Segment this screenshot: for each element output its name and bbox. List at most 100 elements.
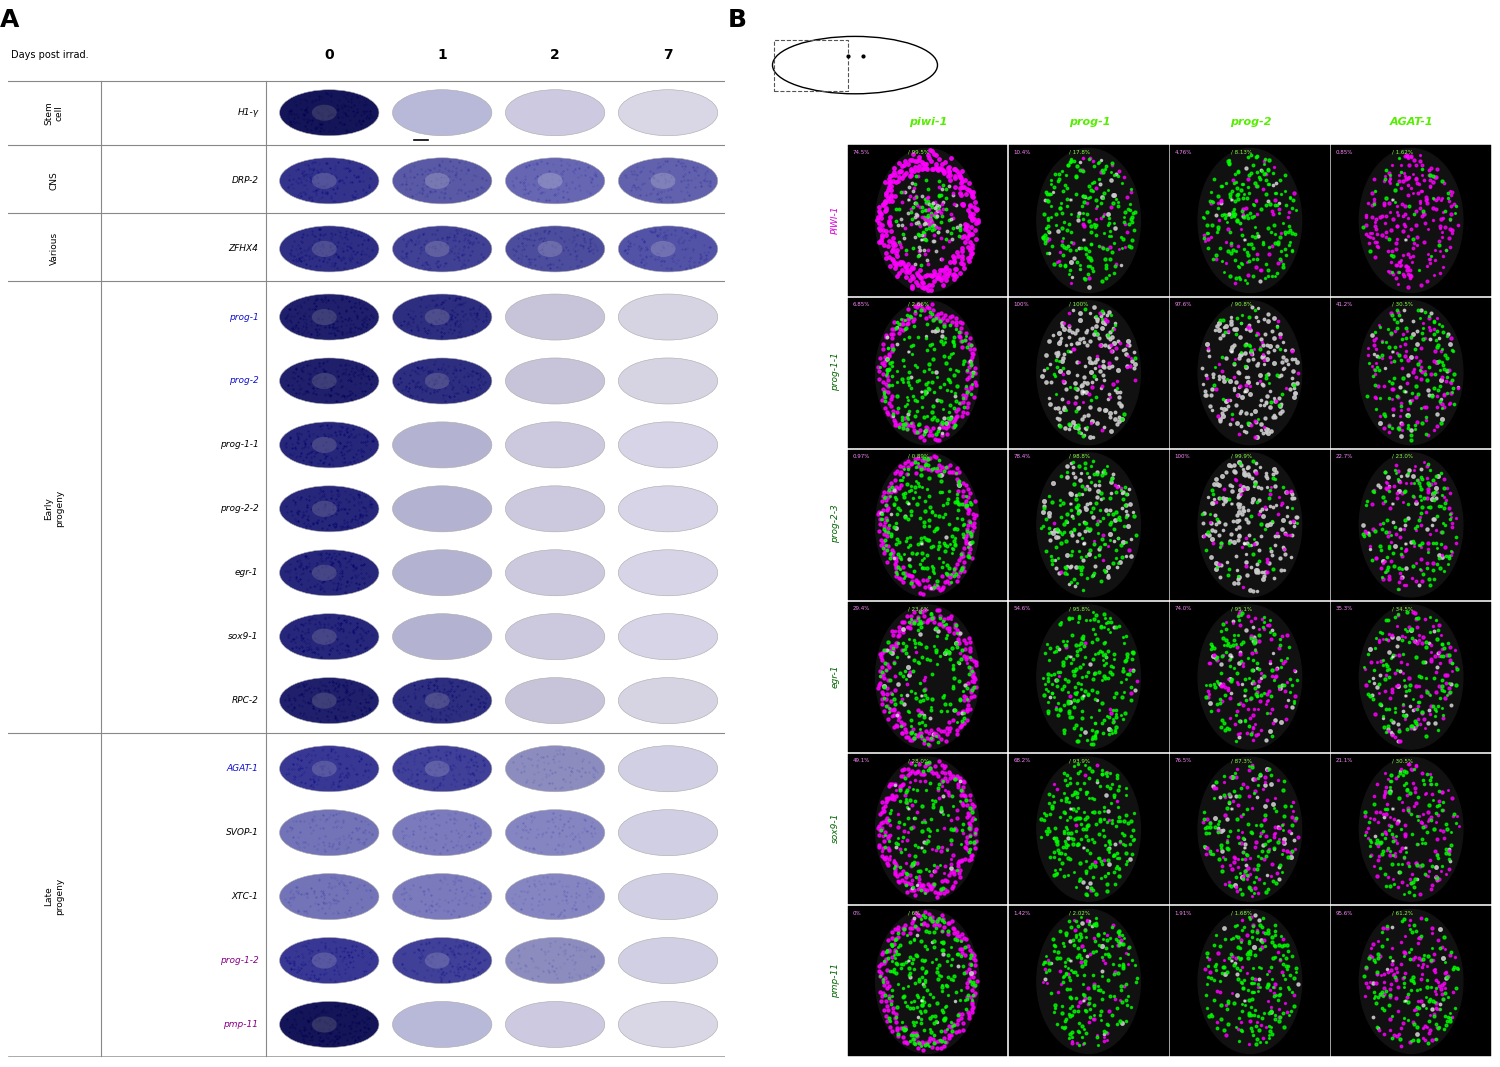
Text: Stem
cell: Stem cell	[45, 101, 64, 125]
Text: / 0.89%: / 0.89%	[908, 453, 928, 459]
Ellipse shape	[279, 226, 380, 272]
Ellipse shape	[393, 746, 492, 792]
Text: *: *	[1390, 959, 1395, 968]
Bar	[1008, 298, 1168, 448]
Bar	[1332, 754, 1491, 904]
Text: 0.97%: 0.97%	[852, 453, 870, 459]
Text: *: *	[921, 238, 924, 246]
Text: *: *	[1082, 695, 1086, 703]
Text: Early
progeny: Early progeny	[45, 490, 64, 527]
Text: *: *	[1082, 389, 1086, 399]
Text: prog-1-1: prog-1-1	[219, 441, 258, 449]
Text: *: *	[908, 198, 910, 207]
Ellipse shape	[506, 810, 604, 856]
Circle shape	[1036, 758, 1140, 902]
Text: *: *	[1244, 695, 1246, 703]
Text: 0: 0	[324, 48, 334, 62]
Text: 0.85%: 0.85%	[1336, 149, 1353, 155]
Circle shape	[1359, 758, 1462, 902]
Ellipse shape	[312, 500, 336, 516]
Text: 1.91%: 1.91%	[1174, 910, 1192, 915]
Circle shape	[876, 452, 980, 596]
Text: / 8.13%: / 8.13%	[1230, 149, 1251, 155]
Ellipse shape	[506, 357, 604, 404]
Ellipse shape	[618, 294, 717, 340]
Text: sox9-1: sox9-1	[831, 813, 840, 843]
Circle shape	[876, 605, 980, 749]
Text: *: *	[1230, 654, 1233, 664]
Circle shape	[1198, 758, 1302, 902]
Circle shape	[1198, 452, 1302, 596]
Text: H1-γ: H1-γ	[237, 108, 258, 117]
Circle shape	[1198, 909, 1302, 1053]
Text: 54.6%: 54.6%	[1014, 606, 1031, 611]
Ellipse shape	[424, 173, 450, 189]
Ellipse shape	[279, 874, 380, 920]
Text: / 28.0%: / 28.0%	[908, 759, 928, 763]
Circle shape	[1359, 148, 1462, 292]
Text: 21.1%: 21.1%	[1336, 759, 1353, 763]
Text: pmp-11: pmp-11	[831, 962, 840, 998]
Text: / 90.8%: / 90.8%	[1230, 302, 1251, 307]
Text: *: *	[921, 542, 924, 551]
Ellipse shape	[393, 678, 492, 723]
Text: *: *	[908, 654, 910, 664]
Text: *: *	[1390, 807, 1395, 815]
Ellipse shape	[618, 158, 717, 204]
Text: *: *	[908, 807, 910, 815]
Bar	[1332, 145, 1491, 296]
Ellipse shape	[506, 158, 604, 204]
Text: *: *	[1082, 846, 1086, 856]
Ellipse shape	[279, 678, 380, 723]
Text: 4.76%: 4.76%	[1174, 149, 1192, 155]
Ellipse shape	[424, 692, 450, 708]
Ellipse shape	[618, 550, 717, 595]
Text: *: *	[1068, 198, 1072, 207]
Text: 22.7%: 22.7%	[1336, 453, 1353, 459]
Ellipse shape	[312, 309, 336, 325]
Ellipse shape	[393, 550, 492, 595]
Text: / 99.9%: / 99.9%	[1230, 453, 1251, 459]
Ellipse shape	[393, 158, 492, 204]
Text: 100%: 100%	[1014, 302, 1029, 307]
Ellipse shape	[312, 241, 336, 257]
Bar	[1170, 298, 1329, 448]
Text: / 61.2%: / 61.2%	[1392, 910, 1413, 915]
Text: prog-2: prog-2	[228, 377, 258, 385]
Text: *: *	[1082, 542, 1086, 551]
Circle shape	[1036, 909, 1140, 1053]
Text: 95.6%: 95.6%	[1336, 910, 1353, 915]
Ellipse shape	[618, 614, 717, 659]
Ellipse shape	[618, 226, 717, 272]
Text: / 95.8%: / 95.8%	[1070, 606, 1090, 611]
Circle shape	[876, 148, 980, 292]
Text: 41.2%: 41.2%	[1336, 302, 1353, 307]
Text: ZFHX4: ZFHX4	[228, 244, 258, 254]
Ellipse shape	[506, 294, 604, 340]
Text: *: *	[1244, 389, 1246, 399]
Text: *: *	[1390, 350, 1395, 360]
Text: *: *	[1230, 350, 1233, 360]
Ellipse shape	[618, 678, 717, 723]
Text: / 2.02%: / 2.02%	[1070, 910, 1090, 915]
Text: / 100%: / 100%	[1070, 302, 1089, 307]
Bar	[1332, 298, 1491, 448]
Bar	[847, 145, 1008, 296]
Text: 49.1%: 49.1%	[852, 759, 870, 763]
Text: prog-2-3: prog-2-3	[831, 505, 840, 543]
Bar	[847, 450, 1008, 600]
Text: prog-2-2: prog-2-2	[219, 505, 258, 513]
Ellipse shape	[506, 90, 604, 136]
Text: PIWI-1: PIWI-1	[831, 205, 840, 234]
Text: 74.5%: 74.5%	[852, 149, 870, 155]
Text: 29.4%: 29.4%	[852, 606, 870, 611]
Ellipse shape	[506, 746, 604, 792]
Ellipse shape	[618, 485, 717, 531]
Ellipse shape	[279, 746, 380, 792]
Text: *: *	[1230, 198, 1233, 207]
Text: *: *	[908, 503, 910, 511]
Text: CNS: CNS	[50, 172, 58, 190]
Circle shape	[876, 301, 980, 445]
Text: 1.42%: 1.42%	[1014, 910, 1031, 915]
Text: 7: 7	[663, 48, 674, 62]
